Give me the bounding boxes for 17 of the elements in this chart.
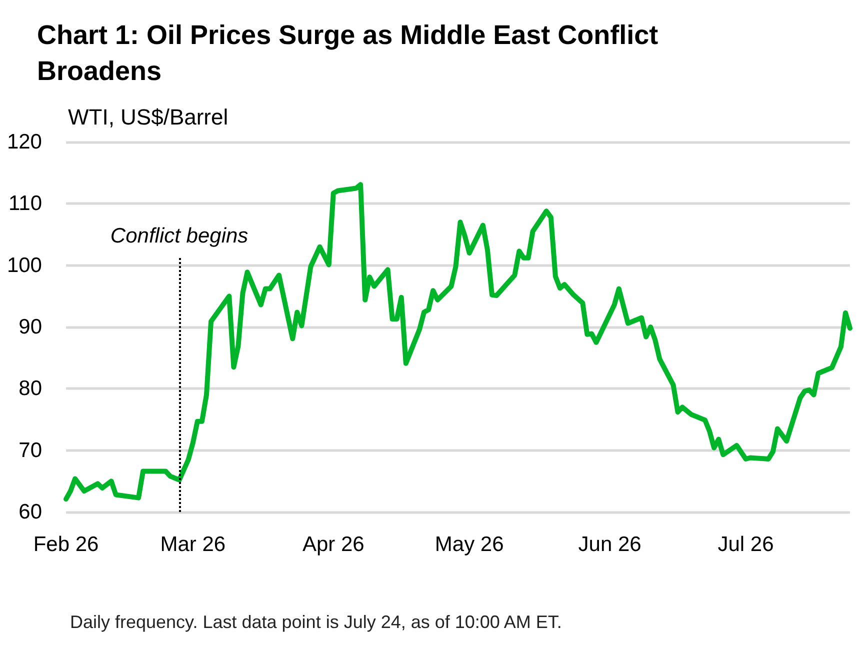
y-tick-label: 120 bbox=[6, 130, 42, 154]
y-tick-label: 60 bbox=[18, 500, 42, 524]
x-tick-label: Jun 26 bbox=[578, 533, 642, 556]
text: Daily frequency. Last data point is July 24, as of 10:00 AM ET. bbox=[70, 612, 562, 632]
chart-title: Chart 1: Oil Prices Surge as Middle East Conflict Broadens bbox=[37, 20, 666, 86]
x-tick-label: May 26 bbox=[434, 533, 504, 556]
x-tick-label: Feb 26 bbox=[33, 533, 99, 556]
y-tick-label: 80 bbox=[18, 377, 42, 400]
y-tick-label: 100 bbox=[6, 254, 42, 277]
y-tick-label: 70 bbox=[18, 438, 42, 462]
y-axis-title: WTI, US$/Barrel bbox=[68, 104, 228, 130]
x-tick-label: Jul 26 bbox=[718, 533, 774, 556]
x-tick-label: Apr 26 bbox=[302, 533, 364, 556]
y-tick-label: 110 bbox=[8, 192, 42, 216]
x-tick-label: Mar 26 bbox=[160, 533, 226, 556]
ref-line-label: Conflict begins bbox=[110, 224, 249, 248]
y-tick-label: 90 bbox=[18, 316, 42, 338]
